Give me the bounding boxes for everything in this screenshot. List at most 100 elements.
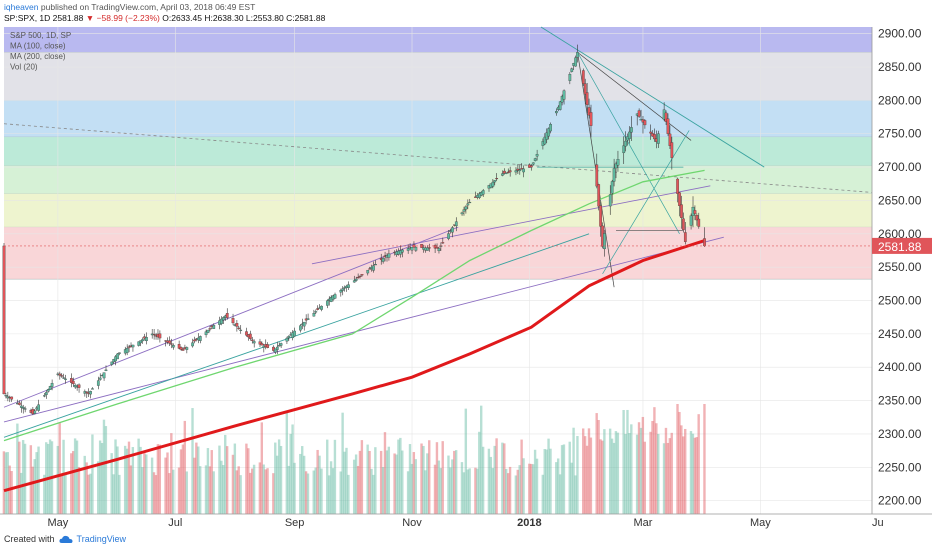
volume-bars <box>2 404 706 514</box>
candle <box>285 336 289 344</box>
volume-bar <box>474 467 477 514</box>
candle <box>695 213 699 226</box>
candle <box>689 213 693 230</box>
ma200-line <box>3 239 706 493</box>
candle-body <box>37 404 40 411</box>
candle-body <box>127 346 131 348</box>
volume-bar <box>329 461 333 514</box>
candle <box>325 299 329 309</box>
candle <box>179 346 183 351</box>
axis-background <box>872 0 932 514</box>
candle <box>643 119 647 129</box>
candle-body <box>139 340 142 344</box>
candle-body <box>670 142 674 158</box>
candle-body <box>360 274 364 276</box>
symbol-ohlc-line: SP:SPX, 1D 2581.88 ▼ −58.99 (−2.23%) O:2… <box>4 13 325 23</box>
volume-bar <box>666 442 670 514</box>
volume-bar <box>170 433 173 514</box>
volume-bar <box>462 472 466 514</box>
candle-body <box>231 318 235 324</box>
price-tick-label: 2600.00 <box>878 227 922 241</box>
volume-bar <box>10 471 13 514</box>
volume-bar <box>6 452 9 514</box>
volume-bar <box>493 445 496 514</box>
fib-band <box>4 100 872 138</box>
candle <box>426 245 429 251</box>
candle <box>433 243 437 254</box>
price-tick-label: 2250.00 <box>878 460 922 474</box>
volume-bar <box>533 449 537 514</box>
volume-bar <box>2 451 6 514</box>
candle <box>341 286 345 296</box>
candle-body <box>531 162 535 165</box>
candle-body <box>493 180 497 183</box>
candle <box>354 276 358 282</box>
symbol-prefix: SP:SPX, 1D 2581.88 <box>4 13 84 23</box>
fib-band <box>4 193 872 228</box>
candle-body <box>599 205 602 227</box>
volume-bar <box>662 443 666 514</box>
volume-bar <box>343 451 346 514</box>
candle <box>441 237 445 244</box>
candle-body <box>46 389 50 392</box>
candle-body <box>250 339 254 341</box>
candle-body <box>514 170 518 173</box>
candle-body <box>478 193 481 198</box>
volume-bar <box>299 453 302 514</box>
volume-bar <box>518 465 521 514</box>
volume-bar <box>460 462 464 514</box>
volume-bar <box>560 445 564 514</box>
candle-body <box>43 395 46 397</box>
candle <box>277 342 281 347</box>
candle <box>212 323 216 329</box>
candle-body <box>518 169 522 172</box>
volume-bar <box>222 465 225 514</box>
candle-body <box>18 402 21 405</box>
candle <box>249 330 252 341</box>
tradingview-brand[interactable]: TradingView <box>76 534 127 544</box>
volume-bar <box>468 468 471 514</box>
volume-bar <box>574 475 577 514</box>
candle <box>177 340 181 350</box>
volume-bar <box>314 467 317 514</box>
candle-body <box>406 248 410 251</box>
author-link[interactable]: iqheaven <box>4 2 39 12</box>
candle <box>616 150 620 172</box>
volume-bar <box>643 441 646 514</box>
volume-bar <box>129 465 133 514</box>
volume-bar <box>680 425 683 514</box>
volume-bar <box>366 444 369 514</box>
candle <box>19 400 23 413</box>
volume-bar <box>347 474 350 514</box>
fib-band <box>4 165 872 194</box>
fan-line <box>577 52 692 141</box>
candle-body <box>237 327 241 329</box>
volume-bar <box>341 412 344 514</box>
down-arrow-icon: ▼ <box>85 13 95 23</box>
candle <box>299 324 302 333</box>
volume-bar <box>697 414 700 514</box>
legend-item: Vol (20) <box>10 63 38 72</box>
volume-bar <box>85 462 88 514</box>
candle <box>102 372 106 381</box>
candle <box>98 373 102 381</box>
candle <box>603 229 606 257</box>
volume-bar <box>501 442 504 514</box>
candle-body <box>354 278 358 281</box>
volume-bar <box>360 440 364 514</box>
volume-bar <box>516 469 519 514</box>
candle <box>399 245 402 258</box>
time-tick-label: Ju <box>872 517 884 529</box>
volume-bar <box>693 437 697 514</box>
candle <box>48 385 52 390</box>
volume-bar <box>258 462 262 514</box>
candle-body <box>179 347 183 350</box>
volume-bar <box>397 439 400 514</box>
volume-bar <box>4 452 8 514</box>
candle-body <box>235 323 239 327</box>
volume-bar <box>664 427 668 514</box>
volume-bar <box>420 443 423 514</box>
candle <box>44 390 48 399</box>
candle <box>339 288 343 297</box>
